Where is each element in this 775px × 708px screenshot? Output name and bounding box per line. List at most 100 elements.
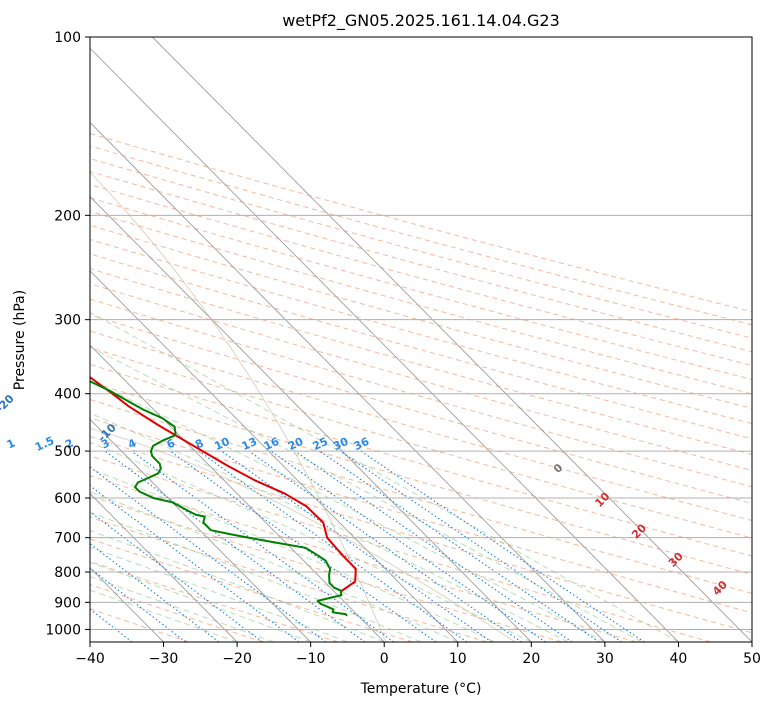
moist-adiabat bbox=[90, 412, 569, 642]
mixing-ratio-line bbox=[319, 450, 600, 642]
mixing-ratio-label: 16 bbox=[262, 435, 282, 453]
dry-adiabat bbox=[90, 516, 488, 642]
mixing-ratio-line bbox=[270, 450, 546, 642]
temperature-line bbox=[90, 375, 357, 593]
x-tick-label: −40 bbox=[75, 651, 105, 667]
y-tick-label: 700 bbox=[54, 531, 81, 547]
dry-adiabat bbox=[90, 560, 338, 642]
mixing-ratio-line bbox=[90, 542, 220, 642]
dewpoint-line bbox=[90, 380, 348, 617]
x-tick-label: 10 bbox=[449, 651, 467, 667]
moist-adiabat-label: 0 bbox=[551, 461, 566, 476]
mixing-ratio-label: 30 bbox=[331, 435, 351, 453]
dry-adiabat bbox=[90, 398, 752, 594]
profile-series bbox=[90, 375, 357, 617]
mixing-ratio-label: 4 bbox=[126, 436, 139, 451]
mixing-ratio-line bbox=[90, 511, 263, 642]
dry-adiabat bbox=[90, 330, 752, 522]
dry-adiabat bbox=[90, 253, 752, 440]
plot-frame bbox=[89, 36, 753, 643]
isotherm bbox=[90, 418, 311, 642]
background-lines bbox=[90, 37, 752, 642]
mixing-ratio-line bbox=[360, 450, 645, 642]
chart-title: wetPf2_GN05.2025.161.14.04.G23 bbox=[282, 11, 560, 31]
x-tick-label: 20 bbox=[522, 651, 540, 667]
moist-adiabat bbox=[90, 468, 495, 642]
moist-adiabat-label: 40 bbox=[710, 578, 730, 598]
x-axis-ticks: −40 −30 −20 −10 0 10 20 30 40 50 bbox=[75, 642, 761, 667]
isotherm bbox=[152, 37, 752, 642]
moist-adiabat bbox=[90, 546, 348, 642]
y-tick-label: 600 bbox=[54, 491, 81, 507]
y-axis-title: Pressure (hPa) bbox=[12, 290, 28, 390]
moist-adiabat bbox=[90, 311, 679, 642]
moist-adiabat-label: 20 bbox=[629, 521, 649, 541]
pressure-gridlines bbox=[90, 37, 752, 630]
x-tick-label: 50 bbox=[743, 651, 761, 667]
mixing-ratio-line bbox=[131, 450, 395, 642]
moist-adiabat bbox=[90, 441, 532, 642]
moist-adiabat-label: 10 bbox=[592, 490, 612, 510]
mixing-ratio-label: 25 bbox=[311, 435, 330, 453]
y-tick-label: 1000 bbox=[45, 622, 81, 638]
dry-adiabat bbox=[90, 538, 413, 642]
mixing-ratio-line bbox=[90, 466, 327, 642]
reference-curve bbox=[90, 427, 516, 642]
dry-adiabat bbox=[90, 475, 637, 642]
moist-adiabat-label: 30 bbox=[666, 549, 686, 569]
mixing-ratio-line bbox=[104, 450, 366, 642]
x-tick-label: −20 bbox=[222, 651, 252, 667]
mixing-ratio-label: 36 bbox=[352, 435, 372, 453]
mixing-ratio-label: 1.5 bbox=[33, 434, 56, 454]
moist-adiabat bbox=[90, 530, 385, 642]
x-tick-label: 40 bbox=[670, 651, 688, 667]
isotherm bbox=[90, 121, 606, 642]
isotherm bbox=[90, 344, 385, 642]
x-tick-label: −30 bbox=[149, 651, 179, 667]
y-tick-label: 800 bbox=[54, 565, 81, 581]
mixing-ratio-line bbox=[339, 450, 622, 642]
background-line-labels: -100-90-80-70-60-50-40-30-20-100.10.20.4… bbox=[0, 392, 730, 598]
mixing-ratio-label: 10 bbox=[212, 435, 232, 453]
mixing-ratio-line bbox=[170, 450, 437, 642]
moist-adiabat bbox=[90, 346, 642, 642]
dry-adiabat bbox=[90, 210, 752, 395]
x-tick-label: 30 bbox=[596, 651, 614, 667]
dry-adiabat bbox=[90, 455, 711, 642]
y-tick-label: 500 bbox=[54, 444, 81, 460]
isotherm bbox=[90, 196, 532, 642]
y-tick-label: 900 bbox=[54, 595, 81, 611]
moist-adiabat bbox=[90, 491, 458, 642]
y-tick-label: 300 bbox=[54, 313, 81, 329]
mixing-ratio-label: 20 bbox=[286, 435, 306, 453]
y-tick-label: 100 bbox=[54, 30, 81, 46]
isotherm bbox=[90, 492, 238, 642]
dry-adiabat bbox=[90, 436, 752, 634]
mixing-ratio-label: 6 bbox=[165, 436, 178, 451]
y-tick-label: 200 bbox=[54, 208, 81, 224]
mixing-ratio-label: 1 bbox=[5, 436, 17, 451]
dry-adiabat bbox=[90, 346, 752, 539]
mixing-ratio-line bbox=[198, 450, 468, 642]
mixing-ratio-line bbox=[294, 450, 573, 642]
mixing-ratio-label: 8 bbox=[193, 436, 205, 451]
moist-adiabat bbox=[90, 589, 238, 642]
dry-adiabat bbox=[90, 133, 752, 313]
moist-adiabat bbox=[90, 576, 275, 642]
dry-adiabat bbox=[90, 495, 562, 642]
dry-adiabat bbox=[90, 608, 189, 642]
isotherm bbox=[90, 47, 679, 642]
x-axis-title: Temperature (°C) bbox=[360, 681, 482, 697]
mixing-ratio-line bbox=[248, 450, 522, 642]
x-tick-label: −10 bbox=[296, 651, 326, 667]
isotherm bbox=[90, 270, 459, 642]
mixing-ratio-line bbox=[90, 485, 300, 642]
mixing-ratio-line bbox=[90, 567, 186, 642]
moist-adiabat bbox=[90, 561, 311, 642]
y-tick-label: 400 bbox=[54, 387, 81, 403]
x-tick-label: 0 bbox=[380, 651, 389, 667]
isotherm-label: -20 bbox=[0, 392, 17, 415]
dry-adiabat bbox=[90, 170, 752, 353]
mixing-ratio-label: 13 bbox=[240, 435, 259, 453]
